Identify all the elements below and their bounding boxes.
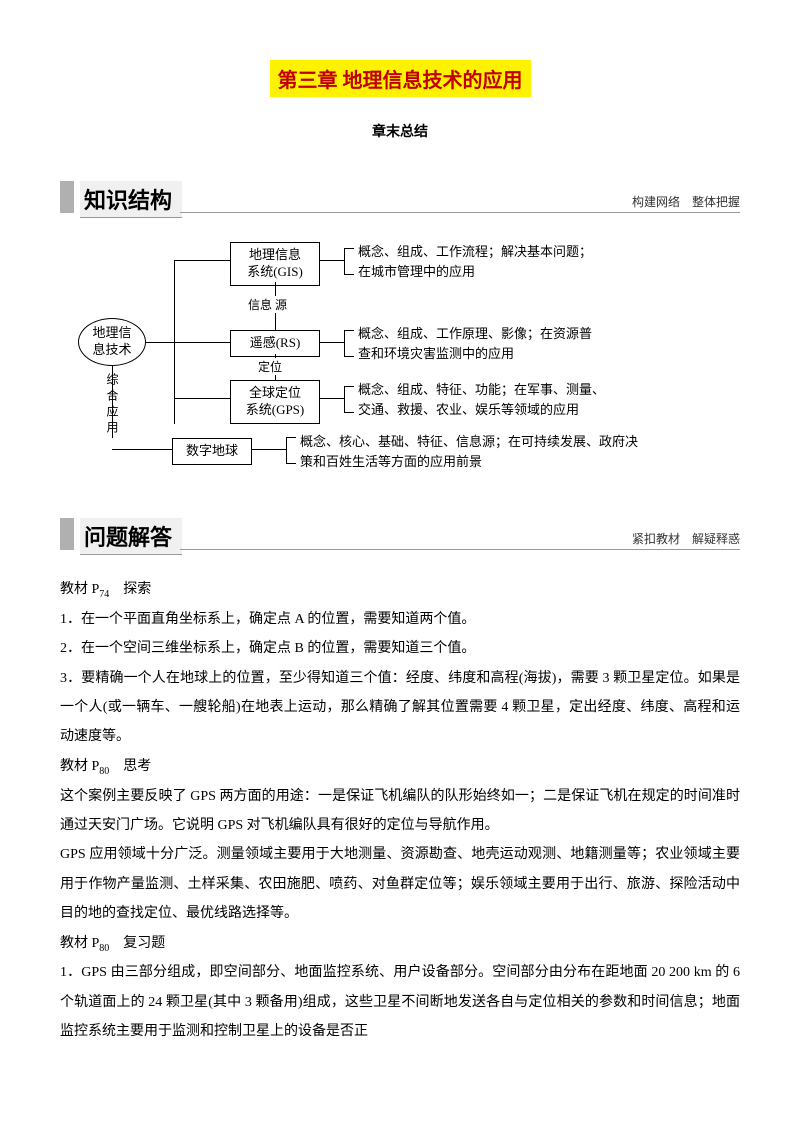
section-qa-title: 问题解答 bbox=[80, 518, 182, 555]
connector bbox=[286, 437, 296, 438]
section-divider bbox=[180, 518, 612, 550]
paragraph: GPS 应用领域十分广泛。测量领域主要用于大地测量、资源勘查、地壳运动观测、地籍… bbox=[60, 840, 740, 928]
node-gps-label: 全球定位 系统(GPS) bbox=[246, 385, 305, 417]
node-digital-earth: 数字地球 bbox=[172, 438, 252, 465]
connector bbox=[112, 366, 113, 438]
paragraph: 1．GPS 由三部分组成，即空间部分、地面监控系统、用户设备部分。空间部分由分布… bbox=[60, 958, 740, 1046]
paragraph: 1．在一个平面直角坐标系上，确定点 A 的位置，需要知道两个值。 bbox=[60, 605, 740, 634]
desc-rs: 概念、组成、工作原理、影像；在资源普 查和环境灾害监测中的应用 bbox=[358, 324, 718, 363]
connector bbox=[286, 437, 287, 463]
paragraph: 2．在一个空间三维坐标系上，确定点 B 的位置，需要知道三个值。 bbox=[60, 634, 740, 663]
section-accent-bar bbox=[60, 518, 74, 550]
section-divider bbox=[180, 181, 612, 213]
section-qa-note: 紧扣教材 解疑释惑 bbox=[612, 518, 740, 550]
connector bbox=[344, 248, 354, 249]
connector bbox=[344, 386, 354, 387]
desc-gps: 概念、组成、特征、功能；在军事、测量、 交通、救援、农业、娱乐等领域的应用 bbox=[358, 380, 718, 419]
desc-digital-earth: 概念、核心、基础、特征、信息源；在可持续发展、政府决 策和百姓生活等方面的应用前… bbox=[300, 432, 720, 471]
node-digital-earth-label: 数字地球 bbox=[186, 443, 238, 458]
section-knowledge-title: 知识结构 bbox=[80, 181, 182, 218]
connector bbox=[344, 330, 354, 331]
node-gps: 全球定位 系统(GPS) bbox=[230, 380, 320, 424]
heading-page-num: 74 bbox=[99, 589, 109, 600]
section-knowledge-header: 知识结构 构建网络 整体把握 bbox=[60, 181, 740, 218]
node-rs-label: 遥感(RS) bbox=[250, 335, 301, 350]
edge-label-info: 信息 源 bbox=[248, 296, 287, 313]
heading-page-num: 80 bbox=[99, 942, 109, 953]
connector bbox=[320, 260, 344, 261]
section-qa-header: 问题解答 紧扣教材 解疑释惑 bbox=[60, 518, 740, 555]
connector bbox=[146, 342, 174, 343]
page-subtitle: 章末总结 bbox=[60, 121, 740, 141]
connector bbox=[344, 412, 354, 413]
heading-prefix: 教材 P bbox=[60, 582, 99, 597]
connector bbox=[344, 248, 345, 274]
heading-prefix: 教材 P bbox=[60, 936, 99, 951]
node-root-label: 地理信 息技术 bbox=[92, 325, 131, 359]
page-title-wrap: 第三章 地理信息技术的应用 bbox=[60, 60, 740, 97]
connector bbox=[174, 260, 230, 261]
section-accent-bar bbox=[60, 181, 74, 213]
connector bbox=[112, 449, 172, 450]
connector bbox=[344, 356, 354, 357]
paragraph: 这个案例主要反映了 GPS 两方面的用途：一是保证飞机编队的队形始终如一；二是保… bbox=[60, 782, 740, 841]
connector bbox=[320, 398, 344, 399]
connector bbox=[344, 386, 345, 412]
node-root: 地理信 息技术 bbox=[78, 318, 146, 366]
heading-suffix: 复习题 bbox=[109, 936, 165, 951]
paragraph: 3．要精确一个人在地球上的位置，至少得知道三个值：经度、纬度和高程(海拔)，需要… bbox=[60, 664, 740, 752]
edge-label-pos: 定位 bbox=[258, 358, 282, 375]
desc-gis: 概念、组成、工作流程；解决基本问题； 在城市管理中的应用 bbox=[358, 242, 718, 281]
heading-prefix: 教材 P bbox=[60, 759, 99, 774]
connector bbox=[252, 449, 286, 450]
page-title: 第三章 地理信息技术的应用 bbox=[270, 60, 531, 97]
connector bbox=[286, 463, 296, 464]
connector bbox=[320, 342, 344, 343]
connector bbox=[174, 342, 230, 343]
heading-page-num: 80 bbox=[99, 766, 109, 777]
heading-p80-think: 教材 P80 思考 bbox=[60, 752, 740, 782]
connector bbox=[344, 330, 345, 356]
connector bbox=[344, 274, 354, 275]
heading-p74: 教材 P74 探索 bbox=[60, 575, 740, 605]
node-rs: 遥感(RS) bbox=[230, 330, 320, 357]
node-gis: 地理信息 系统(GIS) bbox=[230, 242, 320, 286]
connector bbox=[174, 398, 230, 399]
concept-map: 地理信 息技术 综合应用 地理信息 系统(GIS) 遥感(RS) 信息 源 定位… bbox=[60, 238, 740, 478]
body-content: 教材 P74 探索 1．在一个平面直角坐标系上，确定点 A 的位置，需要知道两个… bbox=[60, 575, 740, 1046]
heading-p80-review: 教材 P80 复习题 bbox=[60, 929, 740, 959]
node-gis-label: 地理信息 系统(GIS) bbox=[247, 247, 303, 279]
heading-suffix: 探索 bbox=[109, 582, 151, 597]
section-knowledge-note: 构建网络 整体把握 bbox=[612, 181, 740, 213]
heading-suffix: 思考 bbox=[109, 759, 151, 774]
